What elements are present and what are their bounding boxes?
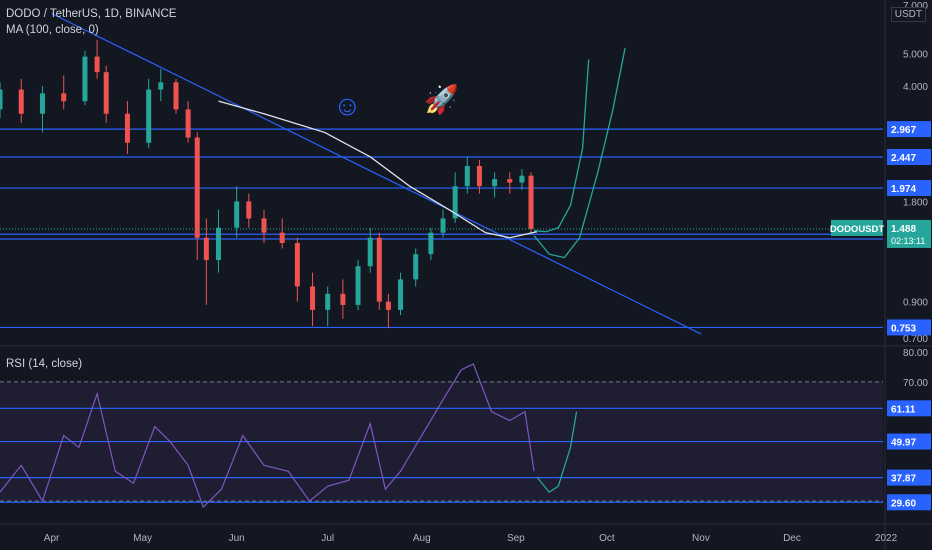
forecast-path <box>533 59 590 233</box>
rsi-level-label-box <box>887 400 931 417</box>
candle-body <box>261 218 267 233</box>
price-level-label: 2.967 <box>887 121 931 138</box>
rsi-level-label-box <box>887 494 931 511</box>
price-level-label-text: 2.447 <box>891 153 916 164</box>
candle-body <box>94 56 100 73</box>
candle-body <box>519 175 525 183</box>
symbol-tag-box <box>831 219 883 236</box>
price-level-label-text: 1.974 <box>891 184 916 195</box>
rsi-level-label-text: 49.97 <box>891 438 916 449</box>
candle-body <box>124 113 130 143</box>
symbol-legend: DODO / TetherUS, 1D, BINANCE <box>6 8 177 20</box>
candle-body <box>413 254 419 280</box>
price-tick-label: 4.000 <box>903 82 928 93</box>
candle-body <box>376 237 382 302</box>
candle-body <box>0 89 3 110</box>
candle-body <box>367 237 373 267</box>
candle-body <box>82 56 88 102</box>
price-level-label: 1.974 <box>887 180 931 197</box>
candle-body <box>492 179 498 187</box>
candle-body <box>452 186 458 219</box>
candle-body <box>246 201 252 219</box>
candle-body <box>294 243 300 287</box>
price-level-label-box <box>887 180 931 197</box>
price-level-label-text: 0.753 <box>891 323 916 334</box>
price-level-label-box <box>887 121 931 138</box>
candle-body <box>385 301 391 310</box>
candle-body <box>476 165 482 187</box>
candle-body <box>18 89 24 114</box>
time-tick-label: Jul <box>321 533 334 544</box>
rsi-level-label: 61.11 <box>887 400 931 417</box>
price-level-label-box <box>887 319 931 336</box>
price-tick-label: 1.800 <box>903 197 928 208</box>
smiley-icon: ☺ <box>333 90 362 121</box>
symbol-tag-text: DODOUSDT <box>830 224 885 235</box>
time-tick-label: Jun <box>229 533 245 544</box>
rsi-legend: RSI (14, close) <box>6 358 83 370</box>
descending-trendline <box>51 12 702 335</box>
rsi-level-label-text: 37.87 <box>891 474 916 485</box>
time-tick-label: Dec <box>783 533 801 544</box>
rsi-level-label-text: 61.11 <box>891 404 916 415</box>
current-price-value: 1.488 <box>891 224 916 235</box>
time-tick-label: Apr <box>44 533 60 544</box>
ma-legend: MA (100, close, 0) <box>6 24 99 36</box>
candle-body <box>325 293 331 310</box>
price-tick-label: 7.000 <box>903 1 928 12</box>
rsi-level-label-text: 29.60 <box>891 498 916 509</box>
price-tick-label: 5.000 <box>903 50 928 61</box>
candle-body <box>340 293 346 305</box>
rsi-level-label: 29.60 <box>887 494 931 511</box>
rsi-level-label-box <box>887 433 931 450</box>
rocket-icon: 🚀 <box>424 84 459 115</box>
candle-body <box>215 227 221 261</box>
moving-average-line <box>218 100 538 239</box>
candle-body <box>61 93 67 102</box>
rsi-tick-label: 80.00 <box>903 348 928 359</box>
rsi-level-label: 49.97 <box>887 433 931 450</box>
price-tick-label: 0.900 <box>903 298 928 309</box>
candle-body <box>398 279 404 310</box>
rsi-level-label-box <box>887 469 931 486</box>
price-level-label: 0.753 <box>887 319 931 336</box>
time-tick-label: Oct <box>599 533 615 544</box>
candle-body <box>103 72 109 114</box>
time-tick-label: May <box>133 533 152 544</box>
candle-countdown: 02:13:11 <box>891 236 925 246</box>
candle-body <box>310 286 316 310</box>
price-level-label-text: 2.967 <box>891 125 916 136</box>
rsi-line <box>0 363 535 509</box>
rsi-forecast-path <box>536 411 578 494</box>
candle-body <box>507 179 513 183</box>
candle-body <box>39 93 45 114</box>
candle-body <box>234 201 240 228</box>
time-tick-label: 2022 <box>875 533 898 544</box>
candle-body <box>158 82 164 90</box>
price-level-label-box <box>887 149 931 166</box>
candle-body <box>146 89 152 143</box>
time-tick-label: Sep <box>507 533 525 544</box>
price-tick-label: 0.700 <box>903 334 928 345</box>
candle-body <box>185 109 191 138</box>
candle-body <box>355 266 361 305</box>
candle-body <box>440 218 446 233</box>
rsi-tick-label: 70.00 <box>903 378 928 389</box>
time-tick-label: Nov <box>692 533 710 544</box>
candle-body <box>203 237 209 261</box>
candle-body <box>173 82 179 110</box>
candle-body <box>528 175 534 229</box>
candle-body <box>464 165 470 187</box>
rsi-level-label: 37.87 <box>887 469 931 486</box>
time-tick-label: Aug <box>413 533 431 544</box>
currency-unit-badge[interactable]: USDT <box>890 7 926 22</box>
current-price-box <box>887 219 931 248</box>
candle-body <box>279 232 285 244</box>
price-level-label: 2.447 <box>887 149 931 166</box>
candle-body <box>194 137 200 238</box>
candle-body <box>428 232 434 255</box>
forecast-path <box>533 47 626 259</box>
